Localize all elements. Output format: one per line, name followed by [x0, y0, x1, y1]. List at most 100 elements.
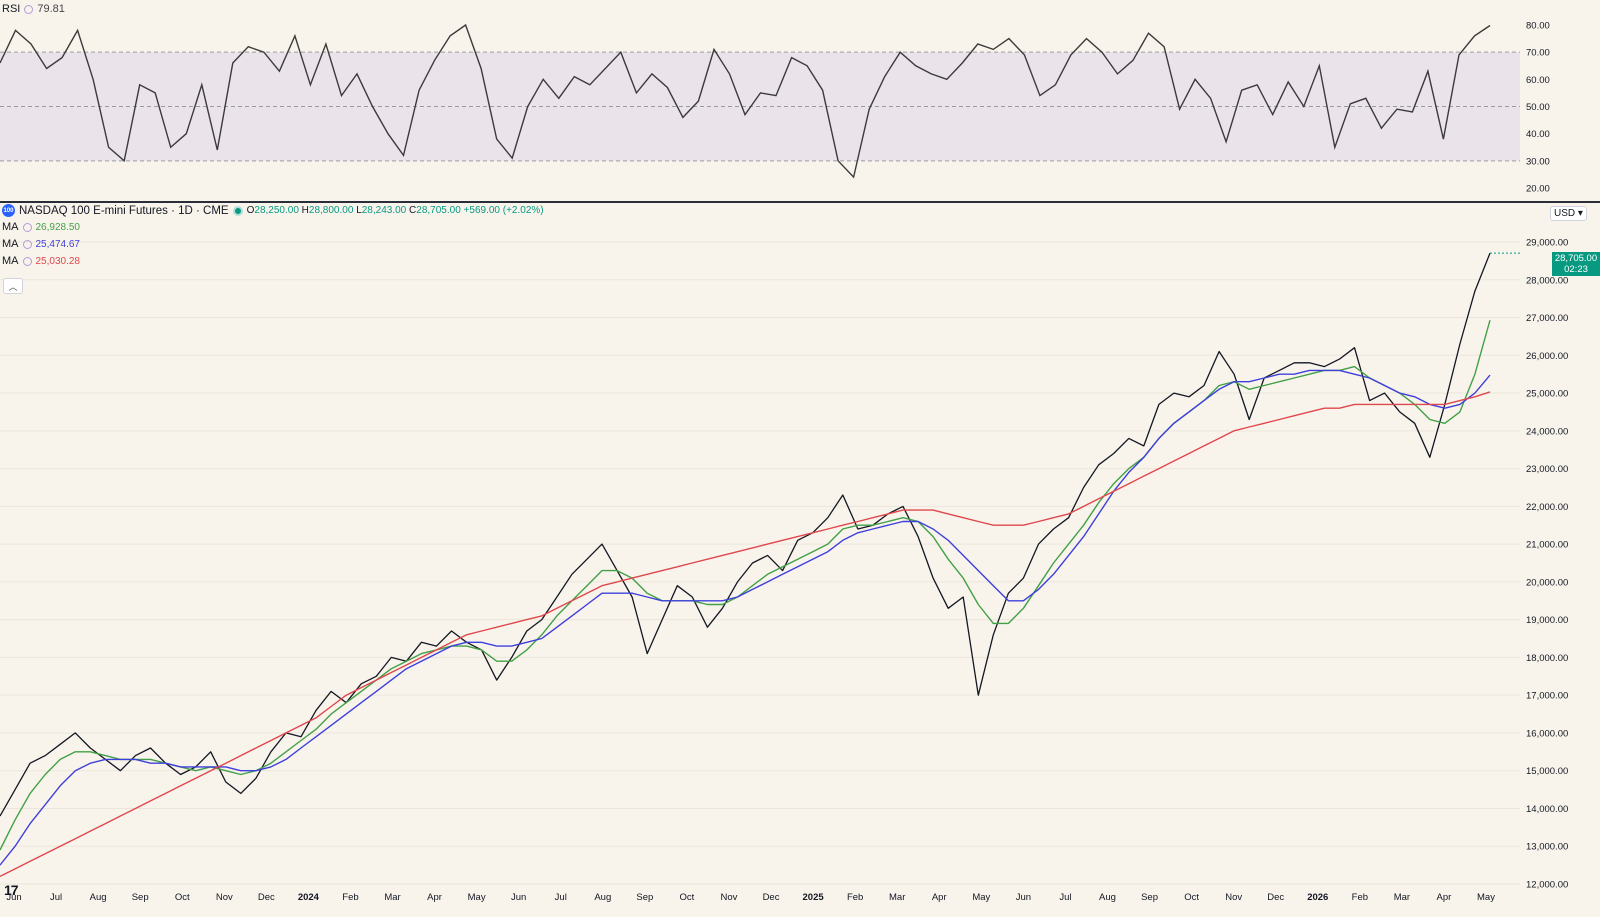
x-tick-label: May — [1477, 892, 1495, 903]
settings-icon[interactable] — [22, 222, 32, 232]
x-tick-label: Oct — [1184, 892, 1199, 903]
price-tick-label: 23,000.00 — [1526, 464, 1568, 475]
price-tick-label: 29,000.00 — [1526, 238, 1568, 249]
price-tick-label: 22,000.00 — [1526, 502, 1568, 513]
ma-label: MA — [2, 221, 19, 233]
high-value: 28,800.00 — [308, 205, 354, 216]
symbol-legend[interactable]: 100 NASDAQ 100 E-mini Futures · 1D · CME… — [2, 204, 544, 217]
ma-value: 26,928.50 — [35, 221, 81, 233]
price-tick-label: 24,000.00 — [1526, 426, 1568, 437]
x-tick-label: Aug — [594, 892, 611, 903]
x-tick-label: Feb — [1352, 892, 1368, 903]
rsi-tick-label: 40.00 — [1526, 129, 1550, 140]
rsi-tick-label: 80.00 — [1526, 21, 1550, 32]
x-tick-label: May — [468, 892, 486, 903]
x-tick-label: Jul — [555, 892, 567, 903]
x-tick-label: Feb — [847, 892, 863, 903]
pane-divider[interactable] — [0, 201, 1600, 203]
price-tick-label: 15,000.00 — [1526, 766, 1568, 777]
ma-value: 25,474.67 — [35, 238, 81, 250]
ma-legend-1[interactable]: MA 26,928.50 — [2, 221, 80, 233]
price-tick-label: 19,000.00 — [1526, 615, 1568, 626]
ma-label: MA — [2, 238, 19, 250]
tradingview-logo[interactable]: 17 — [4, 882, 19, 898]
settings-icon[interactable] — [22, 256, 32, 266]
change-value: +569.00 (+2.02%) — [463, 205, 544, 216]
ma-line-fast — [0, 320, 1491, 851]
symbol-logo: 100 — [2, 204, 15, 217]
currency-selector[interactable]: USD ▾ — [1550, 206, 1587, 221]
ma-label: MA — [2, 255, 19, 267]
x-tick-label: 2026 — [1307, 892, 1328, 903]
ma-legend-2[interactable]: MA 25,474.67 — [2, 238, 80, 250]
x-tick-label: Mar — [889, 892, 905, 903]
last-price-value: 28,705.00 — [1554, 253, 1598, 264]
rsi-pane[interactable]: 20.00 30.00 40.00 50.00 60.00 70.00 80.00 — [0, 0, 1600, 200]
x-tick-label: Nov — [1225, 892, 1242, 903]
market-open-icon — [232, 205, 243, 216]
x-tick-label: Oct — [680, 892, 695, 903]
rsi-label: RSI — [2, 3, 21, 15]
x-tick-label: Jun — [511, 892, 526, 903]
x-tick-label: Sep — [1141, 892, 1158, 903]
ma-line-slow — [0, 391, 1491, 878]
rsi-line — [0, 23, 1491, 179]
ma-value: 25,030.28 — [35, 255, 81, 267]
chevron-up-icon: ︿ — [8, 281, 18, 292]
collapse-legend-button[interactable]: ︿ — [3, 278, 23, 294]
price-tick-label: 26,000.00 — [1526, 351, 1568, 362]
x-tick-label: 2025 — [803, 892, 825, 903]
price-tick-label: 17,000.00 — [1526, 691, 1568, 702]
settings-icon[interactable] — [22, 239, 32, 249]
rsi-tick-label: 70.00 — [1526, 48, 1550, 59]
price-tick-label: 16,000.00 — [1526, 728, 1568, 739]
x-tick-label: Mar — [1394, 892, 1410, 903]
ma-legend-3[interactable]: MA 25,030.28 — [2, 255, 80, 267]
price-tick-label: 13,000.00 — [1526, 842, 1568, 853]
x-tick-label: Jun — [6, 892, 21, 903]
x-tick-label: Sep — [132, 892, 149, 903]
x-tick-label: Jul — [1059, 892, 1071, 903]
x-tick-label: Nov — [721, 892, 738, 903]
low-key: L — [356, 205, 362, 216]
x-tick-label: Apr — [932, 892, 947, 903]
rsi-tick-label: 50.00 — [1526, 102, 1550, 113]
price-tick-label: 12,000.00 — [1526, 880, 1568, 891]
close-value: 28,705.00 — [416, 205, 461, 216]
rsi-tick-label: 20.00 — [1526, 184, 1550, 195]
x-tick-label: Jul — [50, 892, 62, 903]
last-price-tag: 28,705.00 02:23 — [1552, 252, 1600, 276]
low-value: 28,243.00 — [361, 205, 407, 216]
price-tick-label: 14,000.00 — [1526, 804, 1568, 815]
rsi-value: 79.81 — [37, 3, 65, 15]
price-tick-label: 18,000.00 — [1526, 653, 1568, 664]
settings-icon[interactable] — [24, 4, 34, 14]
x-tick-label: Dec — [1267, 892, 1284, 903]
close-key: C — [409, 205, 417, 216]
x-tick-label: Apr — [1437, 892, 1452, 903]
x-tick-label: Feb — [342, 892, 358, 903]
rsi-legend[interactable]: RSI 79.81 — [2, 3, 65, 15]
x-tick-label: Aug — [1099, 892, 1116, 903]
x-tick-label: Jun — [1016, 892, 1031, 903]
x-tick-label: Dec — [258, 892, 275, 903]
rsi-tick-label: 60.00 — [1526, 75, 1550, 86]
price-tick-label: 27,000.00 — [1526, 313, 1568, 324]
x-tick-label: Mar — [384, 892, 400, 903]
bar-countdown: 02:23 — [1564, 264, 1588, 275]
x-tick-label: Oct — [175, 892, 190, 903]
x-tick-label: 2024 — [298, 892, 320, 903]
price-tick-label: 28,000.00 — [1526, 275, 1568, 286]
rsi-tick-label: 30.00 — [1526, 156, 1550, 167]
symbol-title[interactable]: NASDAQ 100 E-mini Futures · 1D · CME — [19, 204, 229, 217]
x-tick-label: Aug — [90, 892, 107, 903]
price-tick-label: 25,000.00 — [1526, 389, 1568, 400]
x-tick-label: Nov — [216, 892, 233, 903]
x-tick-label: Apr — [427, 892, 442, 903]
x-tick-label: Sep — [636, 892, 653, 903]
x-tick-label: May — [972, 892, 990, 903]
ma-line-mid — [0, 369, 1491, 866]
high-key: H — [301, 205, 309, 216]
x-tick-label: Dec — [763, 892, 780, 903]
